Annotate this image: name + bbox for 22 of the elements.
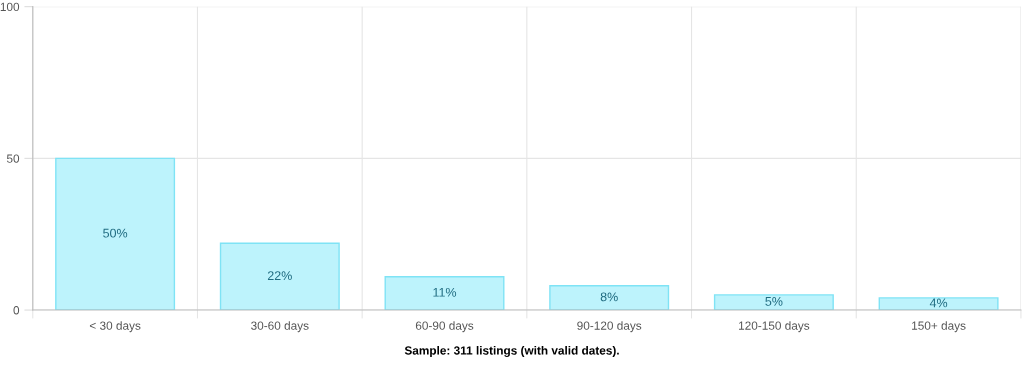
bar [55, 157, 176, 311]
bar [219, 242, 340, 311]
data-label: 5% [765, 297, 783, 306]
x-tick-label: < 30 days [89, 321, 141, 333]
bar [549, 285, 670, 311]
data-label: 50% [103, 228, 128, 238]
y-tick-label: 50 [6, 154, 20, 163]
x-tick-label: 60-90 days [415, 321, 474, 333]
data-label: 11% [433, 287, 457, 297]
bar [713, 294, 834, 311]
y-tick-label: 0 [13, 306, 20, 315]
x-tick-label: 150+ days [912, 321, 966, 333]
data-label: 4% [929, 298, 948, 308]
data-label: 22% [267, 271, 292, 280]
x-tick-label: 30-60 days [251, 321, 309, 333]
text: Sample: 311 listings (with valid dates). [404, 345, 619, 358]
x-tick-label: 90-120 days [577, 321, 642, 333]
bar [878, 297, 999, 311]
x-tick-label: 120-150 days [739, 321, 810, 333]
data-label: 8% [600, 292, 618, 302]
bar [384, 275, 505, 311]
y-tick-label: 100 [0, 2, 20, 12]
